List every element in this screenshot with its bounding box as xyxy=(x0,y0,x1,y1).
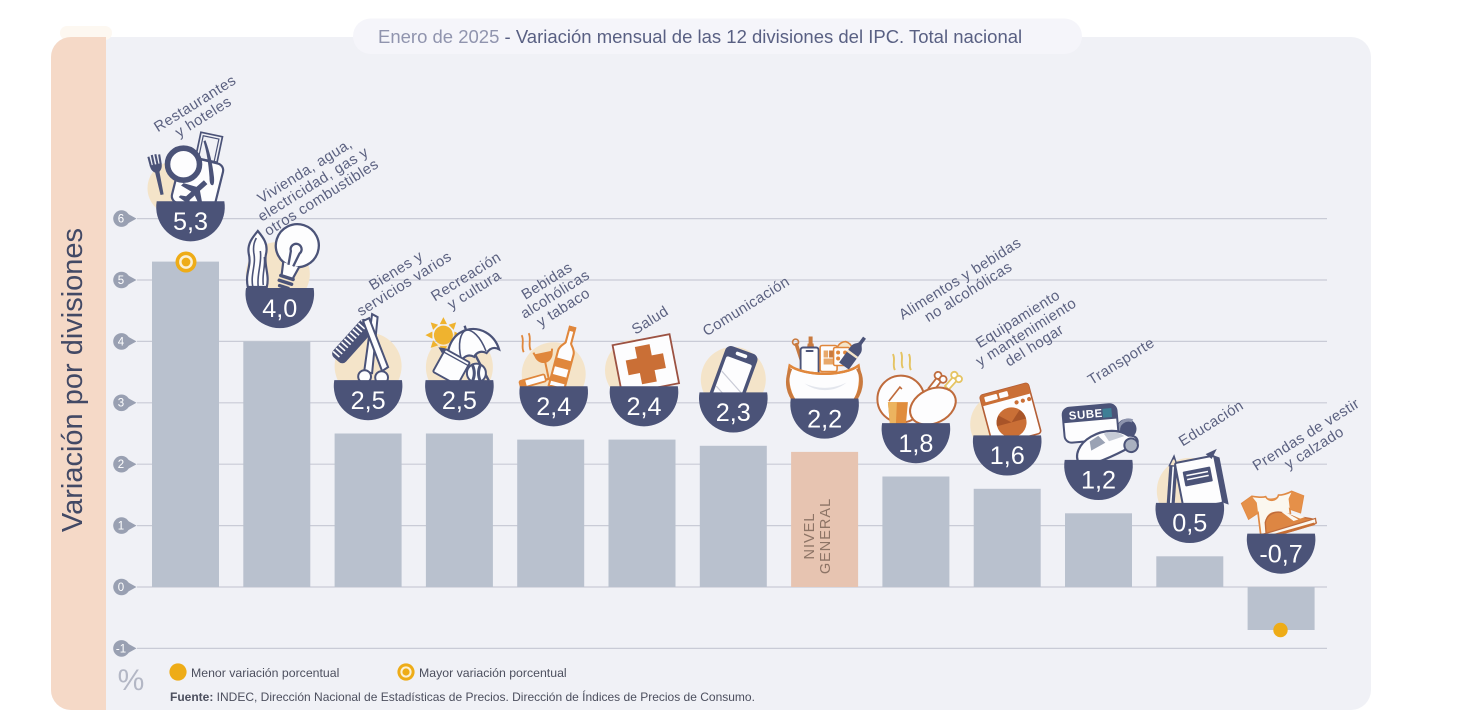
svg-text:-1: -1 xyxy=(116,643,126,655)
svg-text:2,4: 2,4 xyxy=(536,393,571,421)
svg-text:1,2: 1,2 xyxy=(1081,467,1116,495)
svg-text:SUBE: SUBE xyxy=(1068,408,1103,423)
svg-text:1,6: 1,6 xyxy=(990,442,1025,470)
svg-text:6: 6 xyxy=(118,214,124,226)
svg-text:-0,7: -0,7 xyxy=(1259,540,1302,568)
svg-text:Variación por divisiones: Variación por divisiones xyxy=(57,228,89,532)
svg-text:2,5: 2,5 xyxy=(442,387,477,415)
svg-text:5: 5 xyxy=(118,275,124,287)
svg-text:%: % xyxy=(118,664,145,697)
svg-text:2,4: 2,4 xyxy=(626,393,661,421)
svg-text:NIVELGENERAL: NIVELGENERAL xyxy=(802,498,834,574)
svg-text:2: 2 xyxy=(118,459,124,471)
svg-text:Menor variación porcentual: Menor variación porcentual xyxy=(191,666,339,680)
svg-text:Enero de 2025 - Variación mens: Enero de 2025 - Variación mensual de las… xyxy=(378,26,1022,47)
svg-text:Mayor variación porcentual: Mayor variación porcentual xyxy=(419,666,567,680)
svg-text:2,5: 2,5 xyxy=(351,387,386,415)
svg-text:4: 4 xyxy=(118,336,125,348)
svg-text:1: 1 xyxy=(118,521,124,533)
svg-text:1,8: 1,8 xyxy=(898,430,933,458)
svg-text:0: 0 xyxy=(118,582,124,594)
svg-text:4,0: 4,0 xyxy=(262,295,297,323)
svg-text:2,2: 2,2 xyxy=(807,405,842,433)
svg-text:5,3: 5,3 xyxy=(173,208,208,236)
svg-text:2,3: 2,3 xyxy=(716,399,751,427)
svg-text:Fuente: INDEC, Dirección Nacio: Fuente: INDEC, Dirección Nacional de Est… xyxy=(170,689,755,704)
svg-text:3: 3 xyxy=(118,398,124,410)
svg-text:0,5: 0,5 xyxy=(1172,510,1207,538)
